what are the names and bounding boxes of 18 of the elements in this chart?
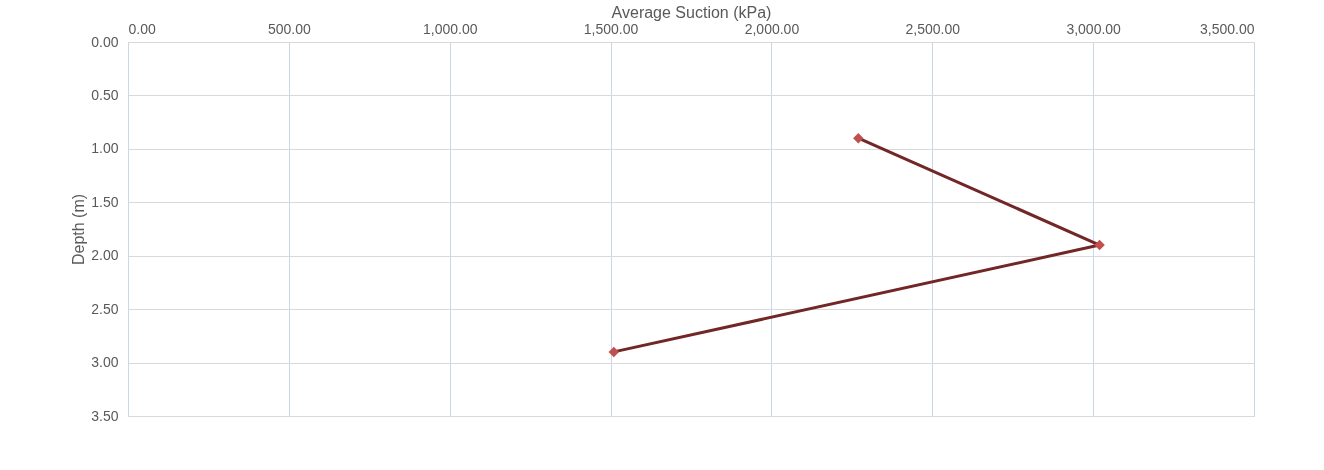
x-tick-label: 3,500.00 — [1200, 20, 1255, 37]
y-tick-label: 2.00 — [91, 247, 119, 264]
y-tick-label: 0.50 — [91, 86, 119, 103]
y-tick-label: 1.50 — [91, 193, 119, 210]
x-tick-label: 2,500.00 — [905, 20, 961, 37]
y-tick-label: 3.00 — [91, 354, 119, 371]
y-tick-label: 3.50 — [91, 407, 119, 424]
y-tick-label: 2.50 — [91, 300, 119, 317]
x-tick-label: 1,500.00 — [583, 20, 639, 37]
x-axis-title: Average Suction (kPa) — [611, 3, 772, 21]
x-tick-label: 3,000.00 — [1066, 20, 1122, 37]
x-tick-label: 0.00 — [128, 20, 156, 37]
x-tick-label: 2,000.00 — [744, 20, 800, 37]
y-tick-label: 1.00 — [91, 140, 119, 157]
x-tick-label: 1,000.00 — [422, 20, 478, 37]
y-axis-title: Depth (m) — [70, 193, 88, 266]
y-tick-label: 0.00 — [91, 33, 119, 50]
x-tick-label: 500.00 — [267, 20, 311, 37]
